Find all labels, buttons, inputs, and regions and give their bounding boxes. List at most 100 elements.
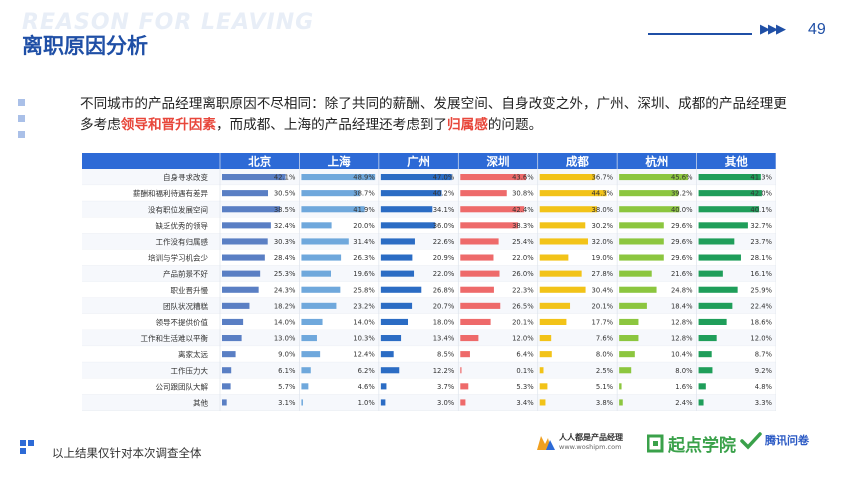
data-label: 20.1% bbox=[592, 302, 614, 310]
table-row bbox=[82, 313, 776, 330]
bar-1-6 bbox=[222, 254, 265, 261]
data-label: 6.4% bbox=[516, 351, 534, 359]
bar-1-7 bbox=[222, 270, 261, 277]
woshipm-logo-name: 人人都是产品经理 bbox=[559, 432, 623, 442]
data-label: 22.6% bbox=[433, 238, 455, 246]
bar-3-13 bbox=[380, 367, 400, 374]
data-label: 10.4% bbox=[671, 351, 693, 359]
square-bullet-icon bbox=[18, 115, 25, 122]
data-label: 26.3% bbox=[353, 254, 375, 262]
bar-4-14 bbox=[460, 383, 469, 390]
bar-3-14 bbox=[380, 383, 387, 390]
data-label: 12.2% bbox=[433, 367, 455, 375]
bar-1-3 bbox=[222, 206, 281, 213]
header-divider bbox=[648, 33, 752, 35]
data-label: 12.8% bbox=[671, 335, 693, 343]
data-label: 32.7% bbox=[750, 222, 772, 230]
category-label: 没有职位发展空间 bbox=[148, 204, 208, 214]
data-label: 28.1% bbox=[750, 254, 772, 262]
data-label: 29.6% bbox=[671, 222, 693, 230]
data-label: 6.2% bbox=[358, 367, 376, 375]
bar-7-14 bbox=[698, 383, 706, 390]
bar-4-15 bbox=[460, 399, 466, 406]
bar-5-1 bbox=[539, 174, 596, 181]
bar-3-10 bbox=[380, 318, 409, 325]
data-label: 38.3% bbox=[512, 222, 534, 230]
data-label: 13.0% bbox=[274, 335, 296, 343]
category-label: 薪酬和福利待遇有差异 bbox=[133, 188, 208, 198]
bar-5-10 bbox=[539, 318, 567, 325]
data-label: 12.4% bbox=[353, 351, 375, 359]
data-label: 41.9% bbox=[353, 206, 375, 214]
qidian-logo-icon bbox=[647, 434, 664, 452]
bar-5-15 bbox=[539, 399, 546, 406]
data-label: 4.8% bbox=[755, 383, 773, 391]
data-label: 40.2% bbox=[433, 190, 455, 198]
square-bullet-icon bbox=[20, 440, 26, 446]
data-label: 25.4% bbox=[512, 238, 534, 246]
intro-highlight-2: 归属感 bbox=[447, 117, 488, 133]
data-label: 26.5% bbox=[512, 302, 534, 310]
table-row bbox=[82, 362, 776, 379]
bar-5-11 bbox=[539, 335, 552, 342]
data-label: 24.8% bbox=[671, 286, 693, 294]
data-label: 40.0% bbox=[671, 206, 693, 214]
data-label: 1.0% bbox=[358, 399, 376, 407]
data-label: 34.1% bbox=[433, 206, 455, 214]
bar-7-3 bbox=[698, 206, 760, 213]
data-label: 30.2% bbox=[592, 222, 614, 230]
bar-3-4 bbox=[380, 222, 436, 229]
data-label: 42.0% bbox=[750, 190, 772, 198]
table-row bbox=[82, 297, 776, 314]
category-label: 产品前景不好 bbox=[163, 269, 208, 279]
data-label: 2.5% bbox=[596, 367, 614, 375]
bar-2-1 bbox=[301, 174, 376, 181]
data-label: 24.3% bbox=[274, 286, 296, 294]
data-label: 18.4% bbox=[671, 302, 693, 310]
data-label: 3.0% bbox=[437, 399, 455, 407]
bar-4-12 bbox=[460, 351, 470, 358]
data-label: 6.1% bbox=[278, 367, 296, 375]
bar-2-13 bbox=[301, 367, 311, 374]
bar-2-15 bbox=[301, 399, 303, 406]
bar-6-13 bbox=[619, 367, 632, 374]
bar-7-11 bbox=[698, 335, 717, 342]
bar-4-3 bbox=[460, 206, 525, 213]
data-label: 5.7% bbox=[278, 383, 296, 391]
data-label: 12.0% bbox=[512, 335, 534, 343]
bar-2-3 bbox=[301, 206, 365, 213]
bar-6-2 bbox=[619, 190, 679, 197]
qidian-logo: 起点学院 bbox=[647, 431, 736, 456]
intro-text-3: 的问题。 bbox=[487, 117, 543, 133]
data-label: 29.6% bbox=[671, 254, 693, 262]
table-row bbox=[82, 330, 776, 347]
table-row bbox=[82, 394, 776, 411]
bar-5-3 bbox=[539, 206, 598, 213]
data-label: 38.5% bbox=[274, 206, 296, 214]
bar-6-11 bbox=[619, 335, 639, 342]
intro-paragraph: 不同城市的产品经理离职原因不尽相同：除了共同的薪酬、发展空间、自身改变之外，广州… bbox=[80, 94, 800, 136]
category-label: 工作压力大 bbox=[171, 365, 209, 375]
bar-6-7 bbox=[619, 270, 652, 277]
data-label: 20.9% bbox=[433, 254, 455, 262]
bar-5-8 bbox=[539, 286, 586, 293]
bar-4-8 bbox=[460, 286, 494, 293]
data-label: 31.4% bbox=[353, 238, 375, 246]
table-row bbox=[82, 281, 776, 298]
tencent-survey-logo-name: 腾讯问卷 bbox=[765, 434, 809, 447]
bar-1-10 bbox=[222, 318, 244, 325]
bar-5-14 bbox=[539, 383, 548, 390]
bar-6-3 bbox=[619, 206, 680, 213]
data-label: 3.3% bbox=[755, 399, 773, 407]
bar-2-12 bbox=[301, 351, 321, 358]
bar-7-1 bbox=[698, 174, 761, 181]
table-row bbox=[82, 265, 776, 282]
category-label: 领导不提供价值 bbox=[156, 317, 209, 327]
data-label: 9.0% bbox=[278, 351, 296, 359]
triple-arrow-icon: ▶▶▶ bbox=[760, 22, 786, 37]
square-bullet-icon bbox=[18, 131, 25, 138]
data-label: 25.3% bbox=[274, 270, 296, 278]
bar-6-9 bbox=[619, 302, 647, 309]
data-label: 42.4% bbox=[512, 206, 534, 214]
bar-7-2 bbox=[698, 190, 762, 197]
